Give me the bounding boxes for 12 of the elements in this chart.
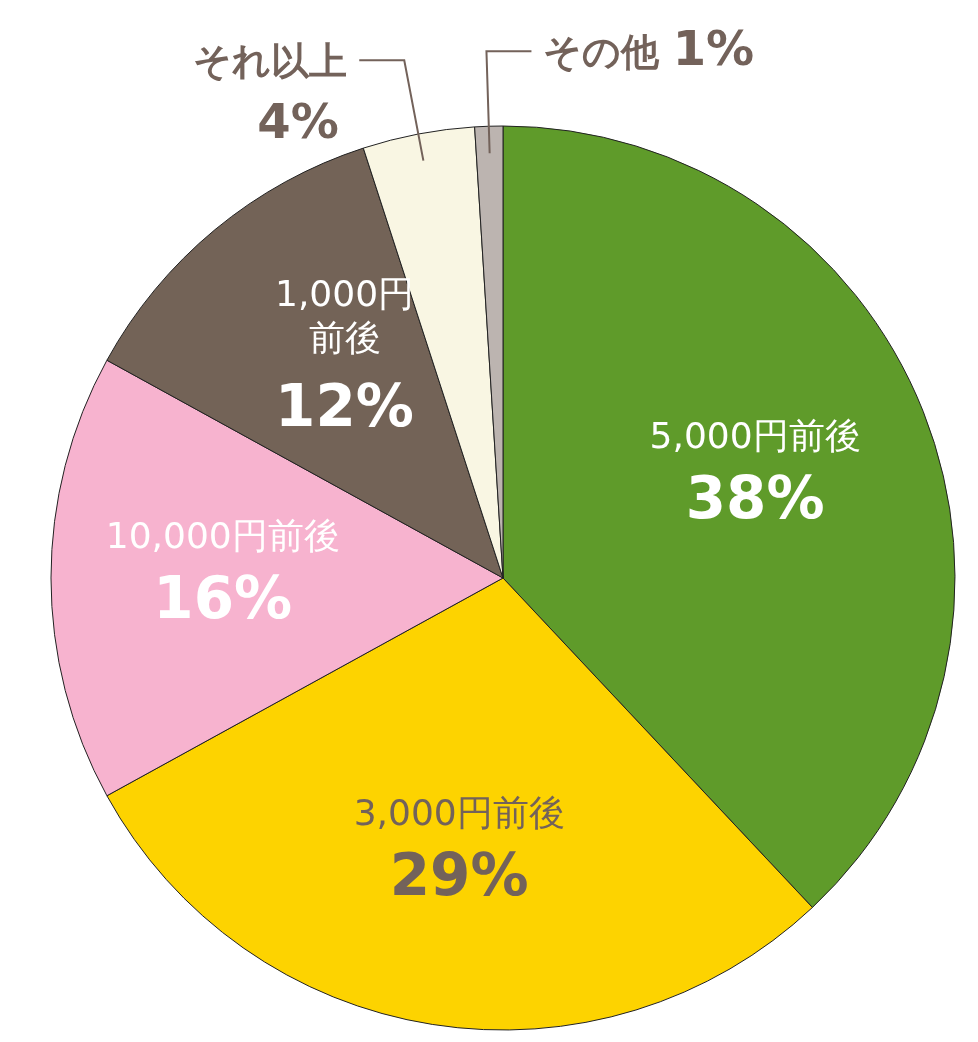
data-label: 4% xyxy=(257,93,339,150)
slice-label: その他 xyxy=(543,30,673,75)
slice-label: 10,000円前後 xyxy=(105,515,340,556)
data-label: 1% xyxy=(672,20,755,77)
data-label: 29% xyxy=(389,840,529,909)
data-label: 12% xyxy=(275,372,414,441)
data-label: 38% xyxy=(685,464,825,533)
slice-label: 1,000円前後 xyxy=(275,273,415,359)
data-label: 16% xyxy=(153,564,293,632)
slice-label: 5,000円前後 xyxy=(649,415,861,457)
slice-label: 3,000円前後 xyxy=(353,791,565,833)
slice-label: それ以上 xyxy=(193,39,348,84)
